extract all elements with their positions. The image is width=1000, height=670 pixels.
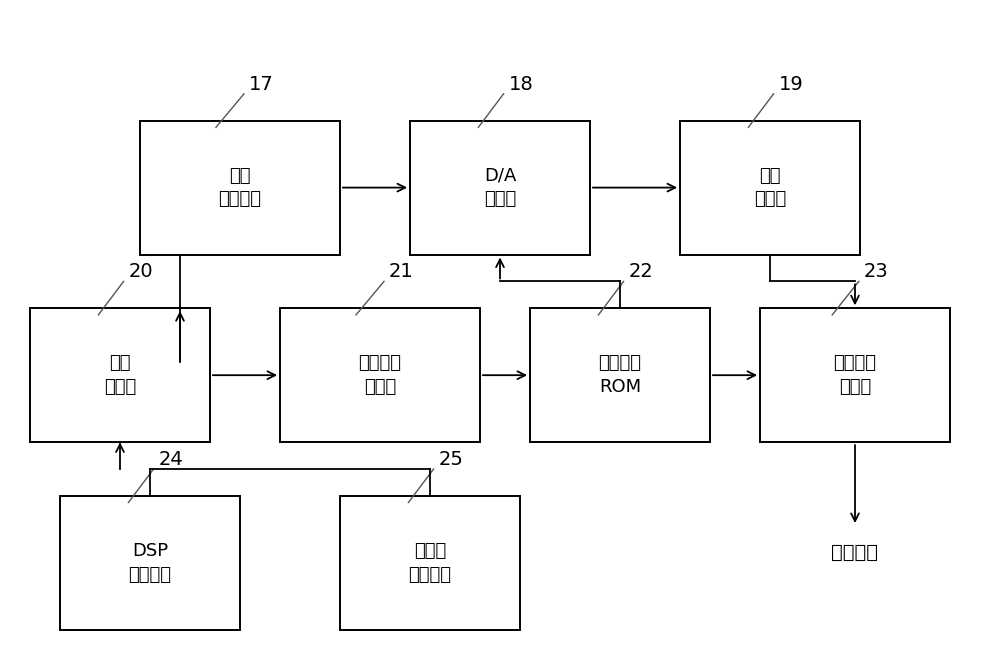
Bar — [530, 308, 710, 442]
Text: 21: 21 — [389, 263, 414, 281]
Bar — [340, 496, 520, 630]
Text: 17: 17 — [249, 75, 274, 94]
Text: 20: 20 — [129, 263, 153, 281]
Text: 24: 24 — [159, 450, 183, 469]
Bar — [680, 121, 860, 255]
Text: 频率控
制字信号: 频率控 制字信号 — [409, 542, 452, 584]
Bar — [760, 308, 950, 442]
Text: 23: 23 — [864, 263, 889, 281]
Text: 同步
时钟信号: 同步 时钟信号 — [219, 167, 262, 208]
Text: 19: 19 — [779, 75, 803, 94]
Text: 波形存储
ROM: 波形存储 ROM — [598, 354, 642, 396]
Bar — [30, 308, 210, 442]
Text: 信号输出: 信号输出 — [832, 543, 879, 562]
Bar — [140, 121, 340, 255]
Bar — [60, 496, 240, 630]
Text: 输出隔离
缓冲器: 输出隔离 缓冲器 — [834, 354, 876, 396]
Bar — [280, 308, 480, 442]
Text: 22: 22 — [629, 263, 653, 281]
Text: DSP
控制信号: DSP 控制信号 — [128, 542, 172, 584]
Text: 低通
滤波器: 低通 滤波器 — [754, 167, 786, 208]
Text: 25: 25 — [439, 450, 463, 469]
Text: 18: 18 — [509, 75, 533, 94]
Text: D/A
转换器: D/A 转换器 — [484, 167, 516, 208]
Text: 相位
累加器: 相位 累加器 — [104, 354, 136, 396]
Bar — [410, 121, 590, 255]
Text: 相位幅度
转换器: 相位幅度 转换器 — [358, 354, 402, 396]
